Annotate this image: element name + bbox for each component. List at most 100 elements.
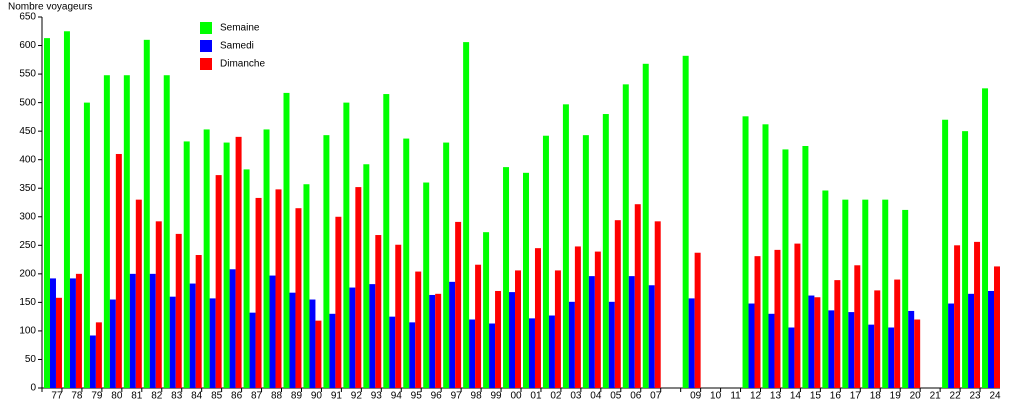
bar <box>243 169 250 388</box>
bar <box>888 327 895 388</box>
bar <box>235 136 242 388</box>
x-tick-label: 23 <box>970 391 982 400</box>
x-tick-label: 77 <box>51 391 63 400</box>
bar <box>634 204 641 388</box>
bar <box>874 290 881 388</box>
bar <box>994 266 1000 388</box>
x-tick-label: 95 <box>411 391 423 400</box>
y-tick-label: 450 <box>19 126 36 137</box>
bar <box>515 270 521 388</box>
x-tick-label: 17 <box>850 391 862 400</box>
bar <box>822 190 829 388</box>
x-tick-label: 03 <box>570 391 582 400</box>
bar <box>203 129 210 389</box>
x-tick-label: 24 <box>989 391 1001 400</box>
y-tick-label: 50 <box>25 354 37 365</box>
bar <box>95 322 102 388</box>
bar <box>794 243 801 388</box>
bar <box>409 322 416 388</box>
bar <box>962 131 969 388</box>
bar <box>44 38 50 388</box>
x-tick-label: 97 <box>451 391 463 400</box>
bar <box>694 252 701 388</box>
y-tick-label: 550 <box>19 69 36 80</box>
bar <box>654 221 661 388</box>
x-tick-label: 91 <box>331 391 343 400</box>
x-tick-label: 93 <box>371 391 383 400</box>
x-tick-label: 14 <box>790 391 802 400</box>
legend-label: Semaine <box>220 23 260 34</box>
bar <box>323 135 330 388</box>
x-tick-label: 02 <box>550 391 562 400</box>
legend-swatch <box>200 58 212 70</box>
bar <box>455 221 462 388</box>
bar <box>283 92 290 389</box>
bar <box>183 141 190 388</box>
x-tick-label: 92 <box>351 391 363 400</box>
bar <box>109 299 116 388</box>
bar <box>988 290 995 388</box>
bar <box>894 279 901 388</box>
legend-label: Dimanche <box>220 59 265 70</box>
legend-swatch <box>200 22 212 34</box>
bar <box>495 290 502 388</box>
bar <box>175 233 182 388</box>
bar <box>574 246 581 388</box>
bar <box>628 276 635 388</box>
x-tick-label: 20 <box>910 391 922 400</box>
x-tick-label: 86 <box>231 391 243 400</box>
bar <box>968 293 975 388</box>
bar <box>908 310 915 388</box>
y-tick-label: 350 <box>19 183 36 194</box>
x-tick-label: 12 <box>750 391 762 400</box>
bar <box>868 324 875 388</box>
bar <box>862 199 869 388</box>
bar <box>854 265 861 388</box>
bar <box>954 245 961 388</box>
bar <box>303 184 310 388</box>
x-tick-label: 83 <box>171 391 183 400</box>
x-tick-label: 80 <box>111 391 123 400</box>
bar <box>834 280 841 388</box>
bar <box>169 296 176 388</box>
bar <box>463 42 470 389</box>
x-tick-label: 00 <box>510 391 522 400</box>
x-tick-label: 78 <box>71 391 83 400</box>
bar <box>808 295 815 388</box>
bar <box>383 94 390 389</box>
x-tick-label: 89 <box>291 391 303 400</box>
bar <box>115 153 122 388</box>
x-tick-label: 11 <box>730 391 741 400</box>
y-tick-label: 250 <box>19 240 36 251</box>
bar <box>914 319 921 388</box>
bar <box>229 269 236 388</box>
y-tick-label: 100 <box>19 326 36 337</box>
bar <box>489 323 496 388</box>
bar <box>528 318 535 388</box>
legend-label: Samedi <box>220 41 254 52</box>
bar <box>548 315 555 388</box>
bar <box>429 294 436 388</box>
bar <box>483 232 490 388</box>
bar <box>942 119 949 388</box>
x-tick-label: 01 <box>530 391 542 400</box>
bar <box>582 135 589 388</box>
bar <box>143 39 150 388</box>
bar <box>588 276 595 388</box>
bar <box>249 312 256 388</box>
bar <box>135 199 142 388</box>
bar <box>748 303 755 388</box>
bar <box>209 298 216 388</box>
bar <box>415 271 422 388</box>
bar <box>335 216 342 388</box>
bar <box>742 116 749 388</box>
x-tick-label: 79 <box>91 391 103 400</box>
y-tick-label: 150 <box>19 297 36 308</box>
bar <box>449 281 456 388</box>
bar <box>315 320 322 388</box>
y-axis-label: Nombre voyageurs <box>8 2 92 13</box>
bar <box>255 197 262 388</box>
bar <box>275 189 282 388</box>
bar <box>614 220 621 388</box>
